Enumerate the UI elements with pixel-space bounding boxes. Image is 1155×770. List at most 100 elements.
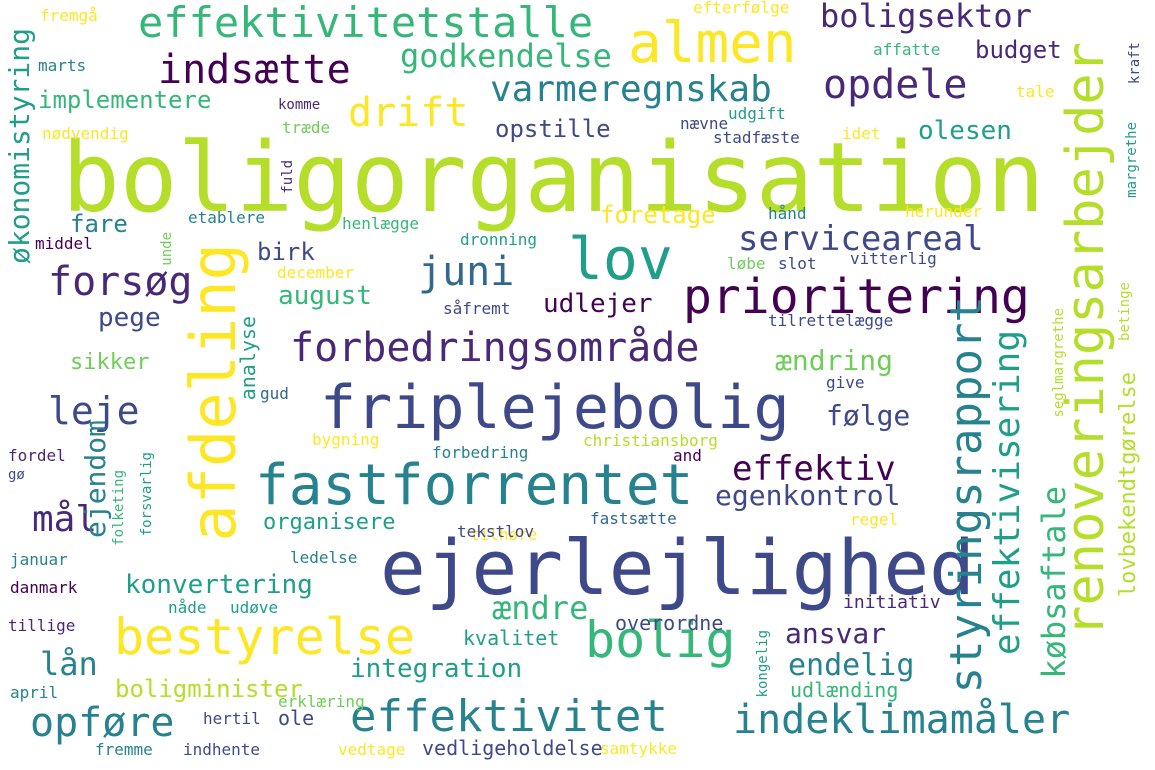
word-67: kraft [1127,42,1143,85]
word-51: ændre [492,589,589,627]
word-48: sikker [70,350,150,375]
word-60: overordne [615,611,724,635]
word-65: marts [38,56,87,75]
word-9: lov [568,225,673,293]
word-70: udgift [728,104,786,123]
word-79: hånd [768,204,807,223]
word-55: integration [350,654,523,684]
word-37: opstille [495,115,611,143]
word-106: tekstlov [457,522,535,541]
word-28: mål [32,499,98,540]
word-81: henlægge [342,214,420,233]
word-107: januar [10,550,68,569]
word-36: budget [975,36,1062,64]
word-2: friplejebolig [320,373,790,443]
word-69: komme [278,97,321,113]
word-85: december [277,263,355,282]
word-80: herunder [905,202,983,221]
word-41: birk [257,238,315,266]
word-3: fastforrentet [255,453,694,518]
word-71: nødvendig [42,124,129,143]
word-110: nåde [168,598,207,617]
word-22: økonomistyring [3,28,36,265]
word-38: olesen [918,116,1012,146]
word-104: fastsætte [590,509,677,528]
word-76: margrethe [1124,122,1140,198]
word-100: folketing [111,470,127,546]
word-35: implementere [38,86,212,114]
word-72: træde [282,118,331,137]
word-58: vedligeholdelse [422,736,603,760]
word-102: and [673,446,702,465]
word-6: almen [628,11,797,76]
word-50: organisere [263,510,396,535]
word-7: prioritering [683,269,1030,325]
word-61: udlænding [790,678,899,702]
word-63: fremgå [40,6,98,25]
word-92: seglmargrethe [1051,308,1067,418]
word-54: lån [40,645,98,683]
word-23: effektivisering [987,330,1028,656]
word-53: endelig [788,648,915,683]
word-109: ledelse [290,548,358,567]
word-13: indeklimamåler [733,697,1071,743]
word-73: nævne [680,114,729,133]
word-21: forsøg [48,259,193,305]
word-30: effektiv [732,449,896,489]
word-11: bestyrelse [114,608,416,666]
word-62: initiativ [843,592,941,613]
word-68: tale [1016,82,1055,101]
word-27: leje [48,389,140,433]
word-46: følge [826,399,911,432]
word-43: udlejer [543,289,653,319]
word-111: udøve [230,598,279,617]
word-59: kvalitet [463,626,560,650]
word-40: fare [70,210,128,238]
word-113: kongelig [755,630,771,698]
word-74: stadfæste [713,128,800,147]
word-103: tilhøre [470,525,538,544]
word-101: forbedring [432,443,529,462]
word-31: egenkontrol [715,479,901,512]
word-112: tillige [8,616,76,635]
word-49: konvertering [125,570,313,600]
word-108: danmark [10,578,78,597]
word-56: boligminister [115,675,303,703]
word-34: lovbekendtgørelse [1116,372,1141,598]
word-114: april [10,683,59,702]
word-52: ansvar [785,617,887,650]
word-16: indsætte [158,47,351,93]
word-14: styringsrapport [941,296,992,694]
word-97: fordel [8,446,66,465]
word-86: løbe [727,254,766,273]
word-93: give [826,373,865,392]
word-18: varmeregnskab [490,69,772,110]
word-64: efterfølge [693,0,790,17]
word-8: effektivitetstalle [138,0,594,47]
word-117: fremme [95,740,153,759]
word-89: såfremt [443,299,511,318]
word-66: affatte [873,40,941,59]
word-17: drift [348,90,469,136]
word-75: idet [842,124,881,143]
word-84: dronning [460,230,538,249]
word-19: opdele [823,62,968,108]
word-10: bolig [585,611,736,669]
word-42: august [278,281,372,311]
word-45: ændring [775,344,894,377]
word-91: betinge [1117,282,1133,342]
word-82: middel [35,234,93,253]
word-115: erklæring [278,692,365,711]
word-24: godkendelse [400,37,612,75]
word-12: effektivitet [350,691,668,742]
word-99: forsvarlig [139,452,155,537]
word-1: ejerlejlighed [380,523,975,612]
word-94: gud [260,384,289,403]
word-32: opføre [30,700,175,746]
word-105: regel [850,510,899,529]
word-44: pege [98,303,161,333]
word-0: boligorganisation [62,122,1045,234]
word-90: tilrettelægge [768,311,894,330]
word-77: fuld [280,160,296,194]
